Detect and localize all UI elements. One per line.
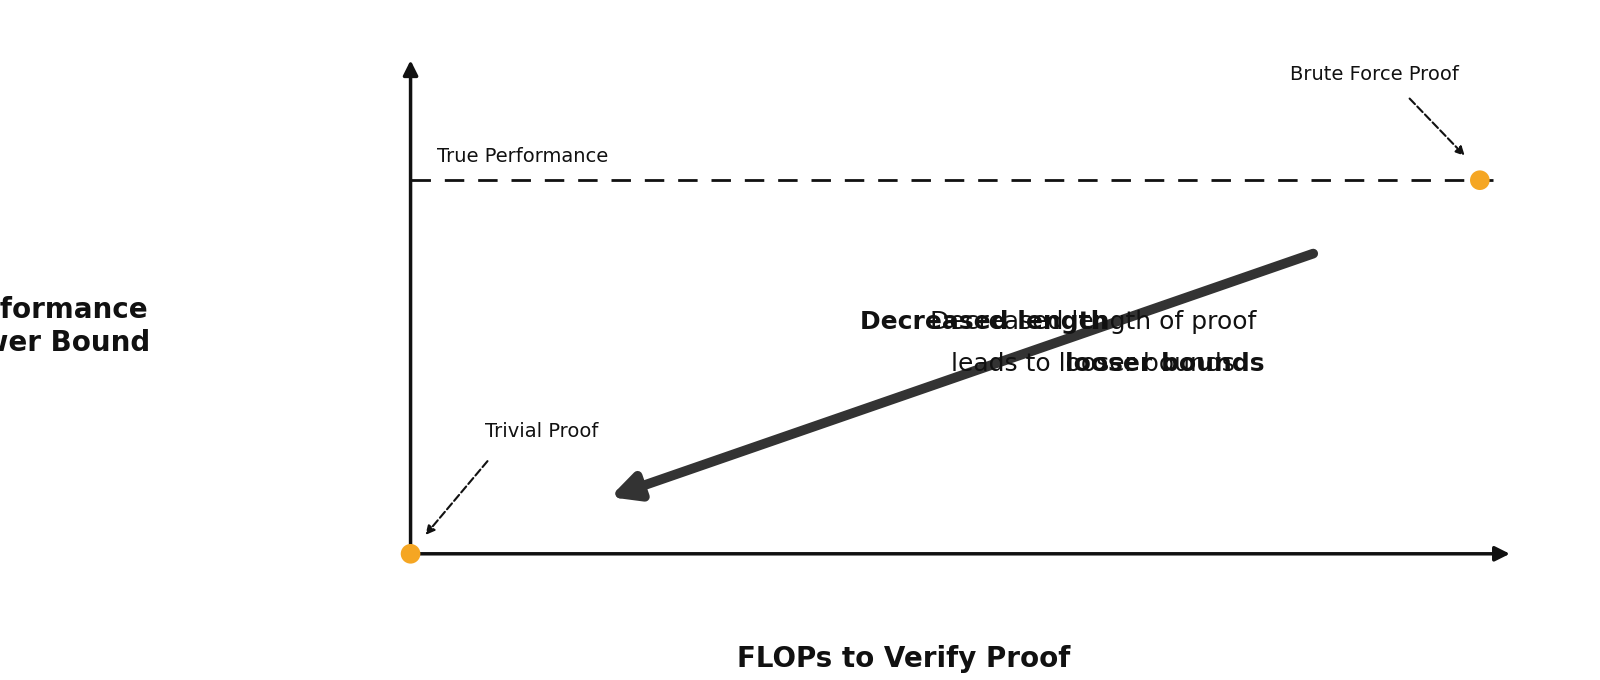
Text: Trivial Proof: Trivial Proof <box>485 422 598 441</box>
Text: True Performance: True Performance <box>437 148 608 167</box>
Text: leads to looser bounds: leads to looser bounds <box>950 352 1235 376</box>
Point <box>1467 175 1493 186</box>
Text: Performance
Lower Bound: Performance Lower Bound <box>0 296 150 356</box>
Text: FLOPs to Verify Proof: FLOPs to Verify Proof <box>738 645 1070 673</box>
Text: Decreased length: Decreased length <box>859 310 1109 335</box>
Point <box>398 548 424 559</box>
Text: Brute Force Proof: Brute Force Proof <box>1291 65 1459 84</box>
Text: Decreased length of proof: Decreased length of proof <box>930 310 1256 335</box>
Text: looser bounds: looser bounds <box>1066 352 1264 376</box>
